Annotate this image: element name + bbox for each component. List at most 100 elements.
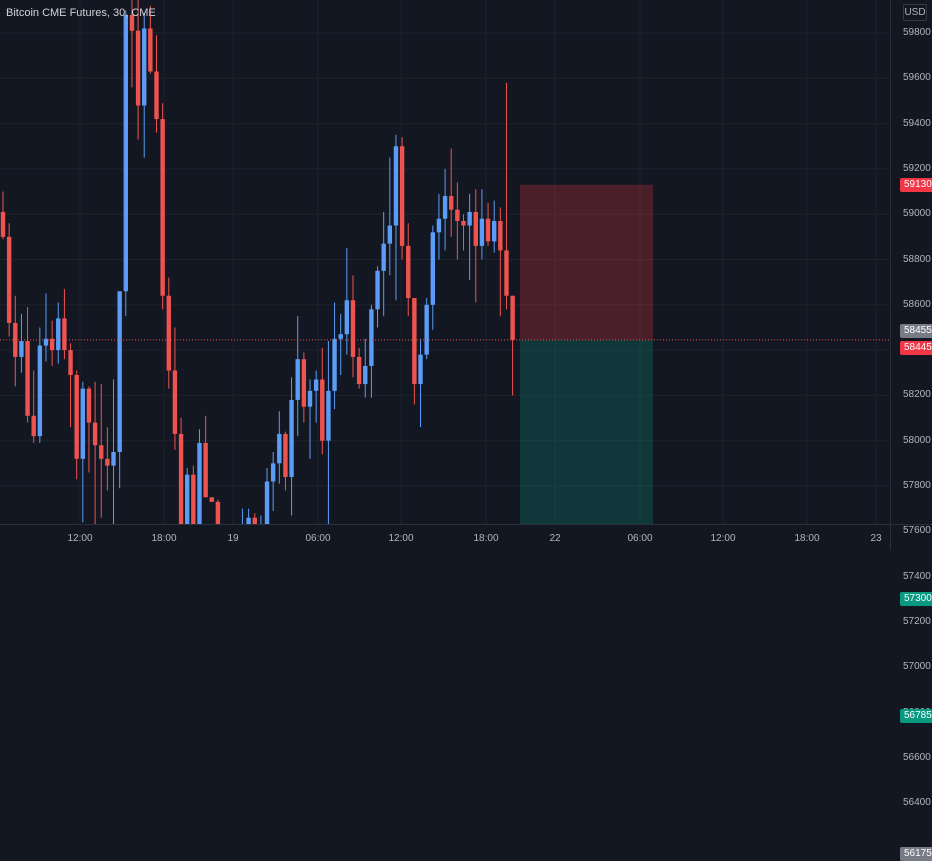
axis-corner [890,524,932,550]
candle-body [510,295,515,340]
candle-body [485,218,491,242]
last-price-label: 58445 [900,340,932,355]
candle-body [80,388,86,459]
candle-body [381,243,386,271]
candle-body [264,481,270,524]
price-tick: 56600 [903,751,931,763]
candle-body [412,298,417,385]
candle-body [492,220,497,242]
time-tick: 18:00 [473,533,499,544]
candlestick-chart[interactable] [0,0,890,524]
target-price-label: 59130 [900,177,932,192]
candle-body [178,433,184,524]
price-tick: 58200 [903,389,931,401]
candle-body [338,334,343,339]
candle-body [375,270,380,310]
candle-body [197,442,202,524]
candle-body [25,341,30,416]
candle-body [203,442,208,498]
candle-body [135,30,141,106]
candle-body [99,445,104,459]
candle-body [0,211,6,237]
price-tick: 59600 [903,72,931,84]
candle-body [215,501,221,524]
price-tick: 58600 [903,298,931,310]
candle-body [74,375,79,459]
chart-area[interactable]: Bitcoin CME Futures, 30, CME [0,0,890,524]
candle-body [191,474,196,524]
price-tick: 56400 [903,797,931,809]
candle-body [56,318,61,351]
candle-body [160,119,165,296]
candle-body [498,220,503,251]
price-tick: 58000 [903,434,931,446]
symbol-title[interactable]: Bitcoin CME Futures, 30, CME [6,7,156,19]
candle-body [270,463,276,482]
price-tick: 59400 [903,117,931,129]
time-tick: 18:00 [151,533,177,544]
candle-body [424,304,429,355]
loss-zone [520,339,653,524]
price-tick: 57400 [903,570,931,582]
price-axis[interactable]: 5980059600594005920059000588005860058400… [890,0,932,861]
candle-body [62,318,67,351]
candle-body [31,415,36,437]
candle-body [320,379,325,441]
candle-body [504,250,509,296]
time-axis[interactable]: 12:00 18:00 19 06:00 12:00 18:00 22 06:00 12:00 1… [0,524,890,550]
candle-body [430,232,435,305]
candle-body [19,341,24,357]
candle-body [406,245,411,299]
candle-body [307,390,313,407]
time-tick: 22 [549,533,561,544]
candle-body [356,356,362,385]
candle-body [92,422,98,446]
candle-body [473,211,478,246]
price-tick: 57000 [903,661,931,673]
profit-zone [520,184,653,340]
candle-body [154,71,159,120]
time-tick: 06:00 [305,533,331,544]
candle-body [387,225,393,244]
price-tick: 59800 [903,27,931,38]
stop-price-label: 57300 [900,592,932,607]
current-price-label: 58455 [900,323,932,338]
candle-body [442,196,448,219]
candle-body [209,497,214,502]
candle-body [449,196,454,210]
candle-body [142,28,147,106]
time-tick: 06:00 [627,533,653,544]
candle-body [111,452,116,466]
candle-body [479,218,485,246]
candle-body [467,211,472,226]
candle-body [246,517,251,524]
currency-button[interactable]: USD [903,4,927,21]
candle-body [252,517,257,524]
candle-body [350,300,356,357]
candle-body [313,379,319,391]
candle-body [369,309,374,366]
price-tick: 58800 [903,253,931,265]
candle-body [332,338,337,391]
candle-body [117,291,122,453]
cursor-price-label: 56785 [900,708,932,723]
candle-body [283,433,288,477]
candle-body [43,338,49,346]
candle-body [6,236,12,323]
candle-body [344,300,350,335]
candle-body [461,220,466,226]
price-tick: 57600 [903,525,931,537]
time-tick: 12:00 [67,533,93,544]
candle-body [185,474,190,524]
candle-body [277,433,282,464]
candle-body [172,370,178,434]
price-tick: 57200 [903,615,931,627]
price-tick: 59000 [903,208,931,220]
time-tick: 12:00 [710,533,736,544]
candle-body [166,295,171,371]
candle-body [86,388,92,423]
price-tick: 59200 [903,162,931,174]
candle-body [326,390,331,441]
time-tick: 18:00 [794,533,820,544]
candle-body [37,345,43,437]
